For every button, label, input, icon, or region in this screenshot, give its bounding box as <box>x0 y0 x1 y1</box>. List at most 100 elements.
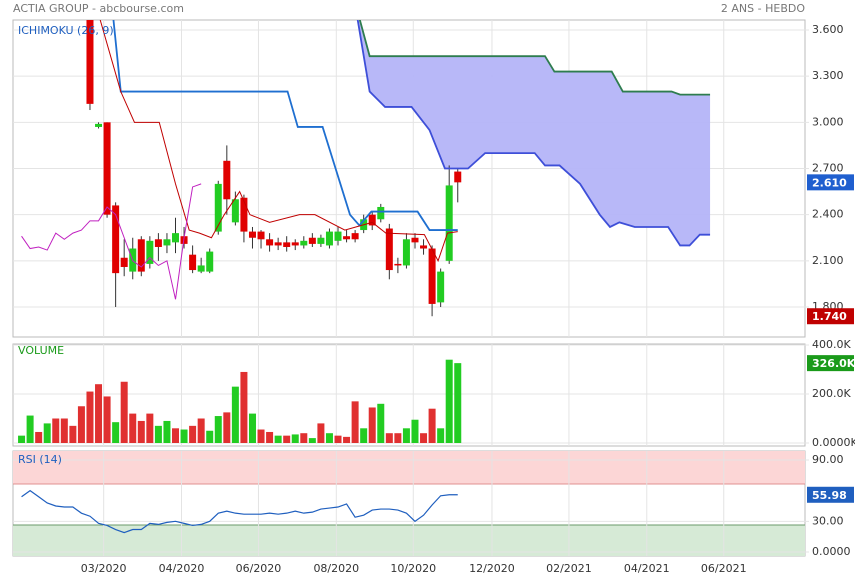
volume-bar <box>26 415 34 443</box>
x-tick-label: 08/2020 <box>313 562 359 575</box>
candle-body <box>266 239 274 246</box>
volume-bar <box>360 428 368 443</box>
panel-title: VOLUME <box>18 344 64 357</box>
overbought-zone <box>13 451 805 484</box>
candle-body <box>300 240 308 246</box>
cloud <box>357 20 711 246</box>
volume-bar <box>52 418 60 443</box>
volume-bar <box>129 413 137 443</box>
candle-body <box>274 242 282 246</box>
candle-body <box>420 245 428 249</box>
volume-bar <box>137 420 145 443</box>
candle-body <box>411 237 419 243</box>
y-tick-label: 2.100 <box>812 254 844 267</box>
volume-bar <box>197 418 205 443</box>
volume-bar <box>77 406 85 443</box>
x-tick-label: 06/2021 <box>701 562 747 575</box>
line <box>112 20 458 231</box>
candle-body <box>377 206 385 220</box>
volume-bar <box>69 425 77 443</box>
line <box>21 489 458 534</box>
volume-bar <box>95 384 103 443</box>
candle-body <box>112 205 120 274</box>
y-tick-label: 200.0K <box>812 387 851 400</box>
volume-bar <box>420 433 428 443</box>
candle-body <box>206 251 214 272</box>
candle-body <box>189 254 197 271</box>
x-tick-label: 04/2020 <box>159 562 205 575</box>
candle-body <box>385 228 393 271</box>
volume-bar <box>351 401 359 443</box>
period: 2 ANS - HEBDO <box>721 2 805 15</box>
candle-body <box>120 257 128 267</box>
volume-bar <box>206 430 214 443</box>
volume-bar <box>454 363 462 443</box>
candle-body <box>454 171 462 183</box>
y-tick-label: 3.000 <box>812 115 844 128</box>
y-tick-label: 3.600 <box>812 23 844 36</box>
candle-body <box>334 231 342 241</box>
volume-bar <box>325 433 333 443</box>
candle-body <box>402 239 410 266</box>
volume-bar <box>445 359 453 443</box>
volume-bar <box>154 425 162 443</box>
value-marker <box>807 486 854 503</box>
volume-bar <box>394 433 402 443</box>
volume-bar <box>214 416 222 443</box>
candle-body <box>86 20 94 104</box>
candle-body <box>154 239 162 247</box>
candle-body <box>428 248 436 304</box>
candle-body <box>137 239 145 272</box>
volume-bar <box>189 425 197 443</box>
x-tick-label: 02/2021 <box>546 562 592 575</box>
candle-body <box>437 271 445 303</box>
line <box>99 20 458 263</box>
value-marker-label: 1.740 <box>812 310 847 323</box>
candle-body <box>223 160 231 200</box>
volume-bar <box>300 433 308 443</box>
volume-bar <box>18 435 26 443</box>
volume-bar <box>308 438 316 443</box>
candle-body <box>257 231 265 240</box>
candle-body <box>291 242 299 246</box>
volume-bar <box>240 371 248 443</box>
volume-bar <box>334 435 342 443</box>
volume-bar <box>266 431 274 443</box>
value-marker <box>807 308 854 325</box>
volume-bar <box>274 435 282 443</box>
volume-bar <box>377 403 385 443</box>
y-tick-label: 90.00 <box>812 453 844 466</box>
volume-bar <box>343 436 351 443</box>
candle-body <box>325 231 333 246</box>
volume-bar <box>402 428 410 443</box>
volume-bar <box>223 412 231 443</box>
candle-body <box>95 123 103 127</box>
volume-bar <box>60 418 68 443</box>
candle-body <box>308 237 316 244</box>
line <box>21 183 202 300</box>
volume-bar <box>248 413 256 443</box>
candle-body <box>351 233 359 240</box>
panel-title: RSI (14) <box>18 453 62 466</box>
candle-body <box>197 265 205 272</box>
candle-body <box>103 122 111 215</box>
candle-body <box>445 185 453 261</box>
candle-body <box>248 231 256 238</box>
candle-body <box>283 242 291 247</box>
candle-body <box>240 197 248 232</box>
volume-bar <box>103 396 111 443</box>
candle-body <box>146 240 154 264</box>
value-marker <box>807 174 854 191</box>
candle-body <box>214 183 222 232</box>
x-tick-label: 10/2020 <box>390 562 436 575</box>
oversold-zone <box>13 525 805 556</box>
y-tick-label: 0.0000 <box>812 545 851 558</box>
volume-bar <box>283 435 291 443</box>
x-tick-label: 03/2020 <box>81 562 127 575</box>
value-marker-label: 55.98 <box>812 489 847 502</box>
page-title: ACTIA GROUP - abcbourse.com <box>13 2 184 15</box>
panel-title: ICHIMOKU (26, 9) <box>18 24 114 37</box>
candle-body <box>343 236 351 240</box>
volume-bar <box>291 434 299 443</box>
